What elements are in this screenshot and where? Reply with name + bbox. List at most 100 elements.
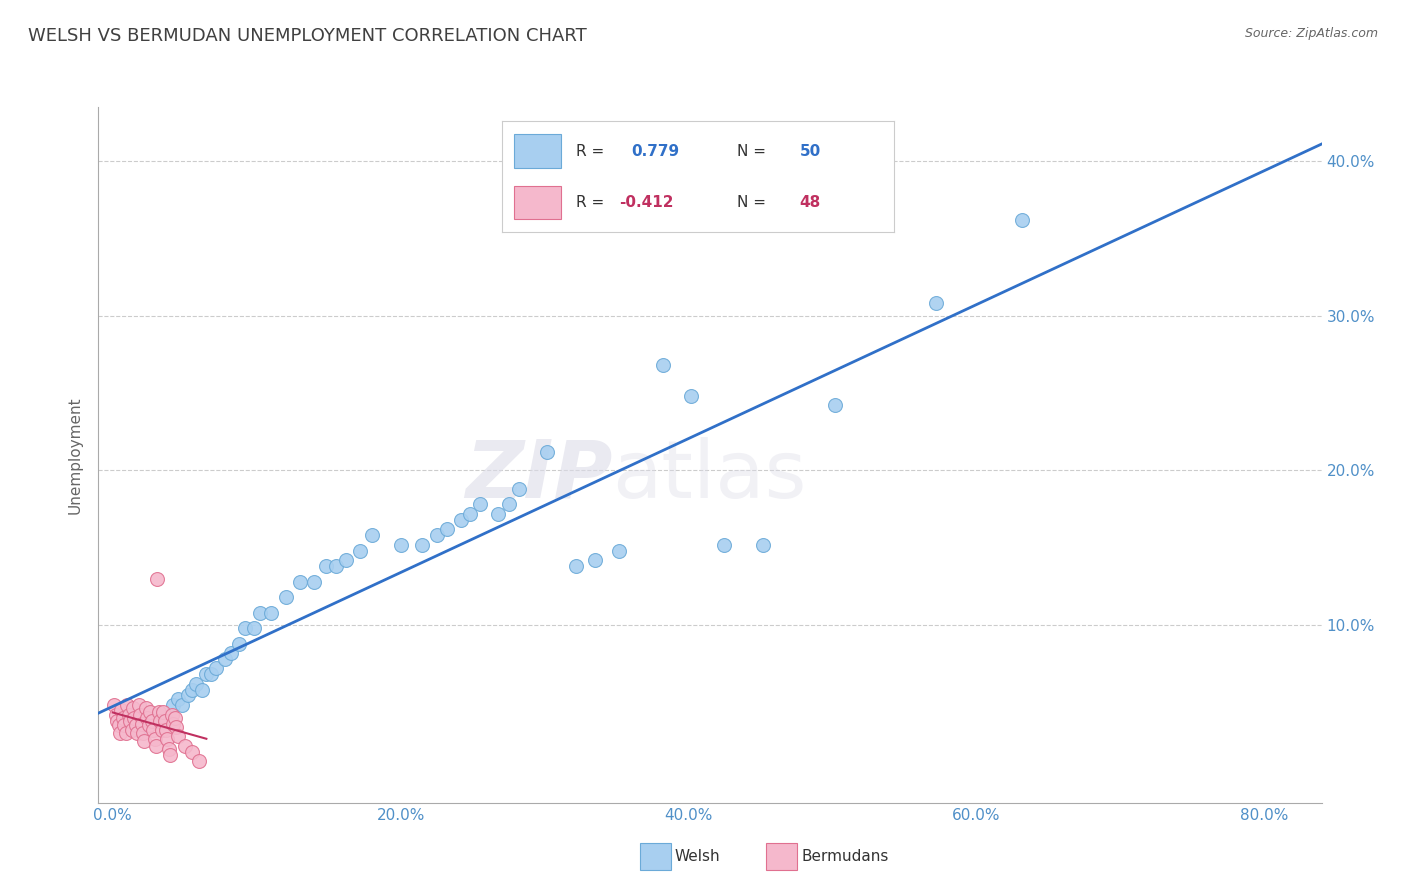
Point	[315, 559, 337, 574]
Point	[129, 707, 152, 722]
Point	[651, 358, 673, 372]
Point	[228, 636, 250, 650]
Point	[108, 726, 131, 740]
Point	[335, 553, 357, 567]
Text: WELSH VS BERMUDAN UNEMPLOYMENT CORRELATION CHART: WELSH VS BERMUDAN UNEMPLOYMENT CORRELATI…	[28, 27, 586, 45]
Point	[156, 732, 179, 747]
Point	[160, 707, 183, 722]
Y-axis label: Unemployment: Unemployment	[67, 396, 83, 514]
Point	[128, 698, 150, 713]
Point	[260, 606, 283, 620]
Point	[411, 538, 433, 552]
Point	[141, 714, 163, 728]
Text: Welsh: Welsh	[675, 849, 720, 863]
Point	[110, 703, 132, 717]
Point	[205, 661, 228, 675]
Point	[128, 723, 150, 738]
Point	[107, 718, 129, 732]
Point	[288, 574, 311, 589]
Point	[498, 497, 520, 511]
Point	[389, 538, 412, 552]
Point	[148, 707, 170, 722]
Point	[304, 574, 326, 589]
Point	[145, 739, 167, 753]
Point	[135, 701, 157, 715]
Point	[146, 572, 169, 586]
Point	[120, 714, 142, 728]
Point	[155, 723, 177, 738]
Point	[173, 739, 195, 753]
Point	[195, 667, 218, 681]
Point	[162, 698, 184, 713]
Point	[159, 747, 181, 762]
Point	[157, 741, 180, 756]
Point	[138, 714, 160, 728]
Point	[124, 711, 146, 725]
Point	[111, 711, 134, 725]
Point	[191, 682, 214, 697]
Point	[219, 646, 242, 660]
Point	[426, 528, 449, 542]
Point	[176, 688, 198, 702]
Point	[274, 590, 297, 604]
Point	[188, 754, 211, 768]
Point	[583, 553, 606, 567]
Point	[104, 707, 127, 722]
Text: Source: ZipAtlas.com: Source: ZipAtlas.com	[1244, 27, 1378, 40]
Point	[508, 482, 530, 496]
Point	[127, 726, 149, 740]
Point	[436, 522, 458, 536]
Point	[125, 718, 148, 732]
Point	[325, 559, 347, 574]
Point	[153, 714, 176, 728]
Point	[115, 698, 138, 713]
Point	[713, 538, 735, 552]
Point	[360, 528, 382, 542]
Point	[170, 698, 193, 713]
Point	[752, 538, 775, 552]
Point	[536, 445, 558, 459]
Point	[121, 723, 143, 738]
Point	[925, 296, 948, 310]
Point	[156, 714, 179, 728]
Point	[134, 734, 156, 748]
Point	[349, 543, 371, 558]
Point	[166, 692, 188, 706]
Point	[152, 705, 174, 719]
Point	[103, 698, 125, 713]
Text: Bermudans: Bermudans	[801, 849, 889, 863]
Point	[138, 718, 160, 732]
Point	[609, 543, 631, 558]
Point	[186, 677, 208, 691]
Point	[117, 707, 139, 722]
Point	[488, 507, 510, 521]
Point	[143, 732, 166, 747]
Point	[458, 507, 481, 521]
Point	[181, 745, 204, 759]
Point	[162, 717, 184, 731]
Point	[233, 621, 256, 635]
Point	[142, 723, 165, 738]
Point	[565, 559, 588, 574]
Point	[165, 720, 187, 734]
Point	[150, 723, 173, 738]
Point	[131, 717, 153, 731]
Point	[139, 705, 162, 719]
Point	[163, 711, 186, 725]
Point	[149, 714, 172, 728]
Point	[249, 606, 271, 620]
Point	[468, 497, 491, 511]
Point	[450, 513, 472, 527]
Text: ZIP: ZIP	[465, 437, 612, 515]
Point	[122, 701, 145, 715]
Point	[105, 714, 128, 728]
Point	[148, 705, 170, 719]
Point	[824, 399, 846, 413]
Point	[681, 389, 703, 403]
Point	[1011, 213, 1033, 227]
Point	[114, 726, 136, 740]
Point	[243, 621, 266, 635]
Point	[200, 667, 222, 681]
Text: atlas: atlas	[612, 437, 807, 515]
Point	[136, 711, 159, 725]
